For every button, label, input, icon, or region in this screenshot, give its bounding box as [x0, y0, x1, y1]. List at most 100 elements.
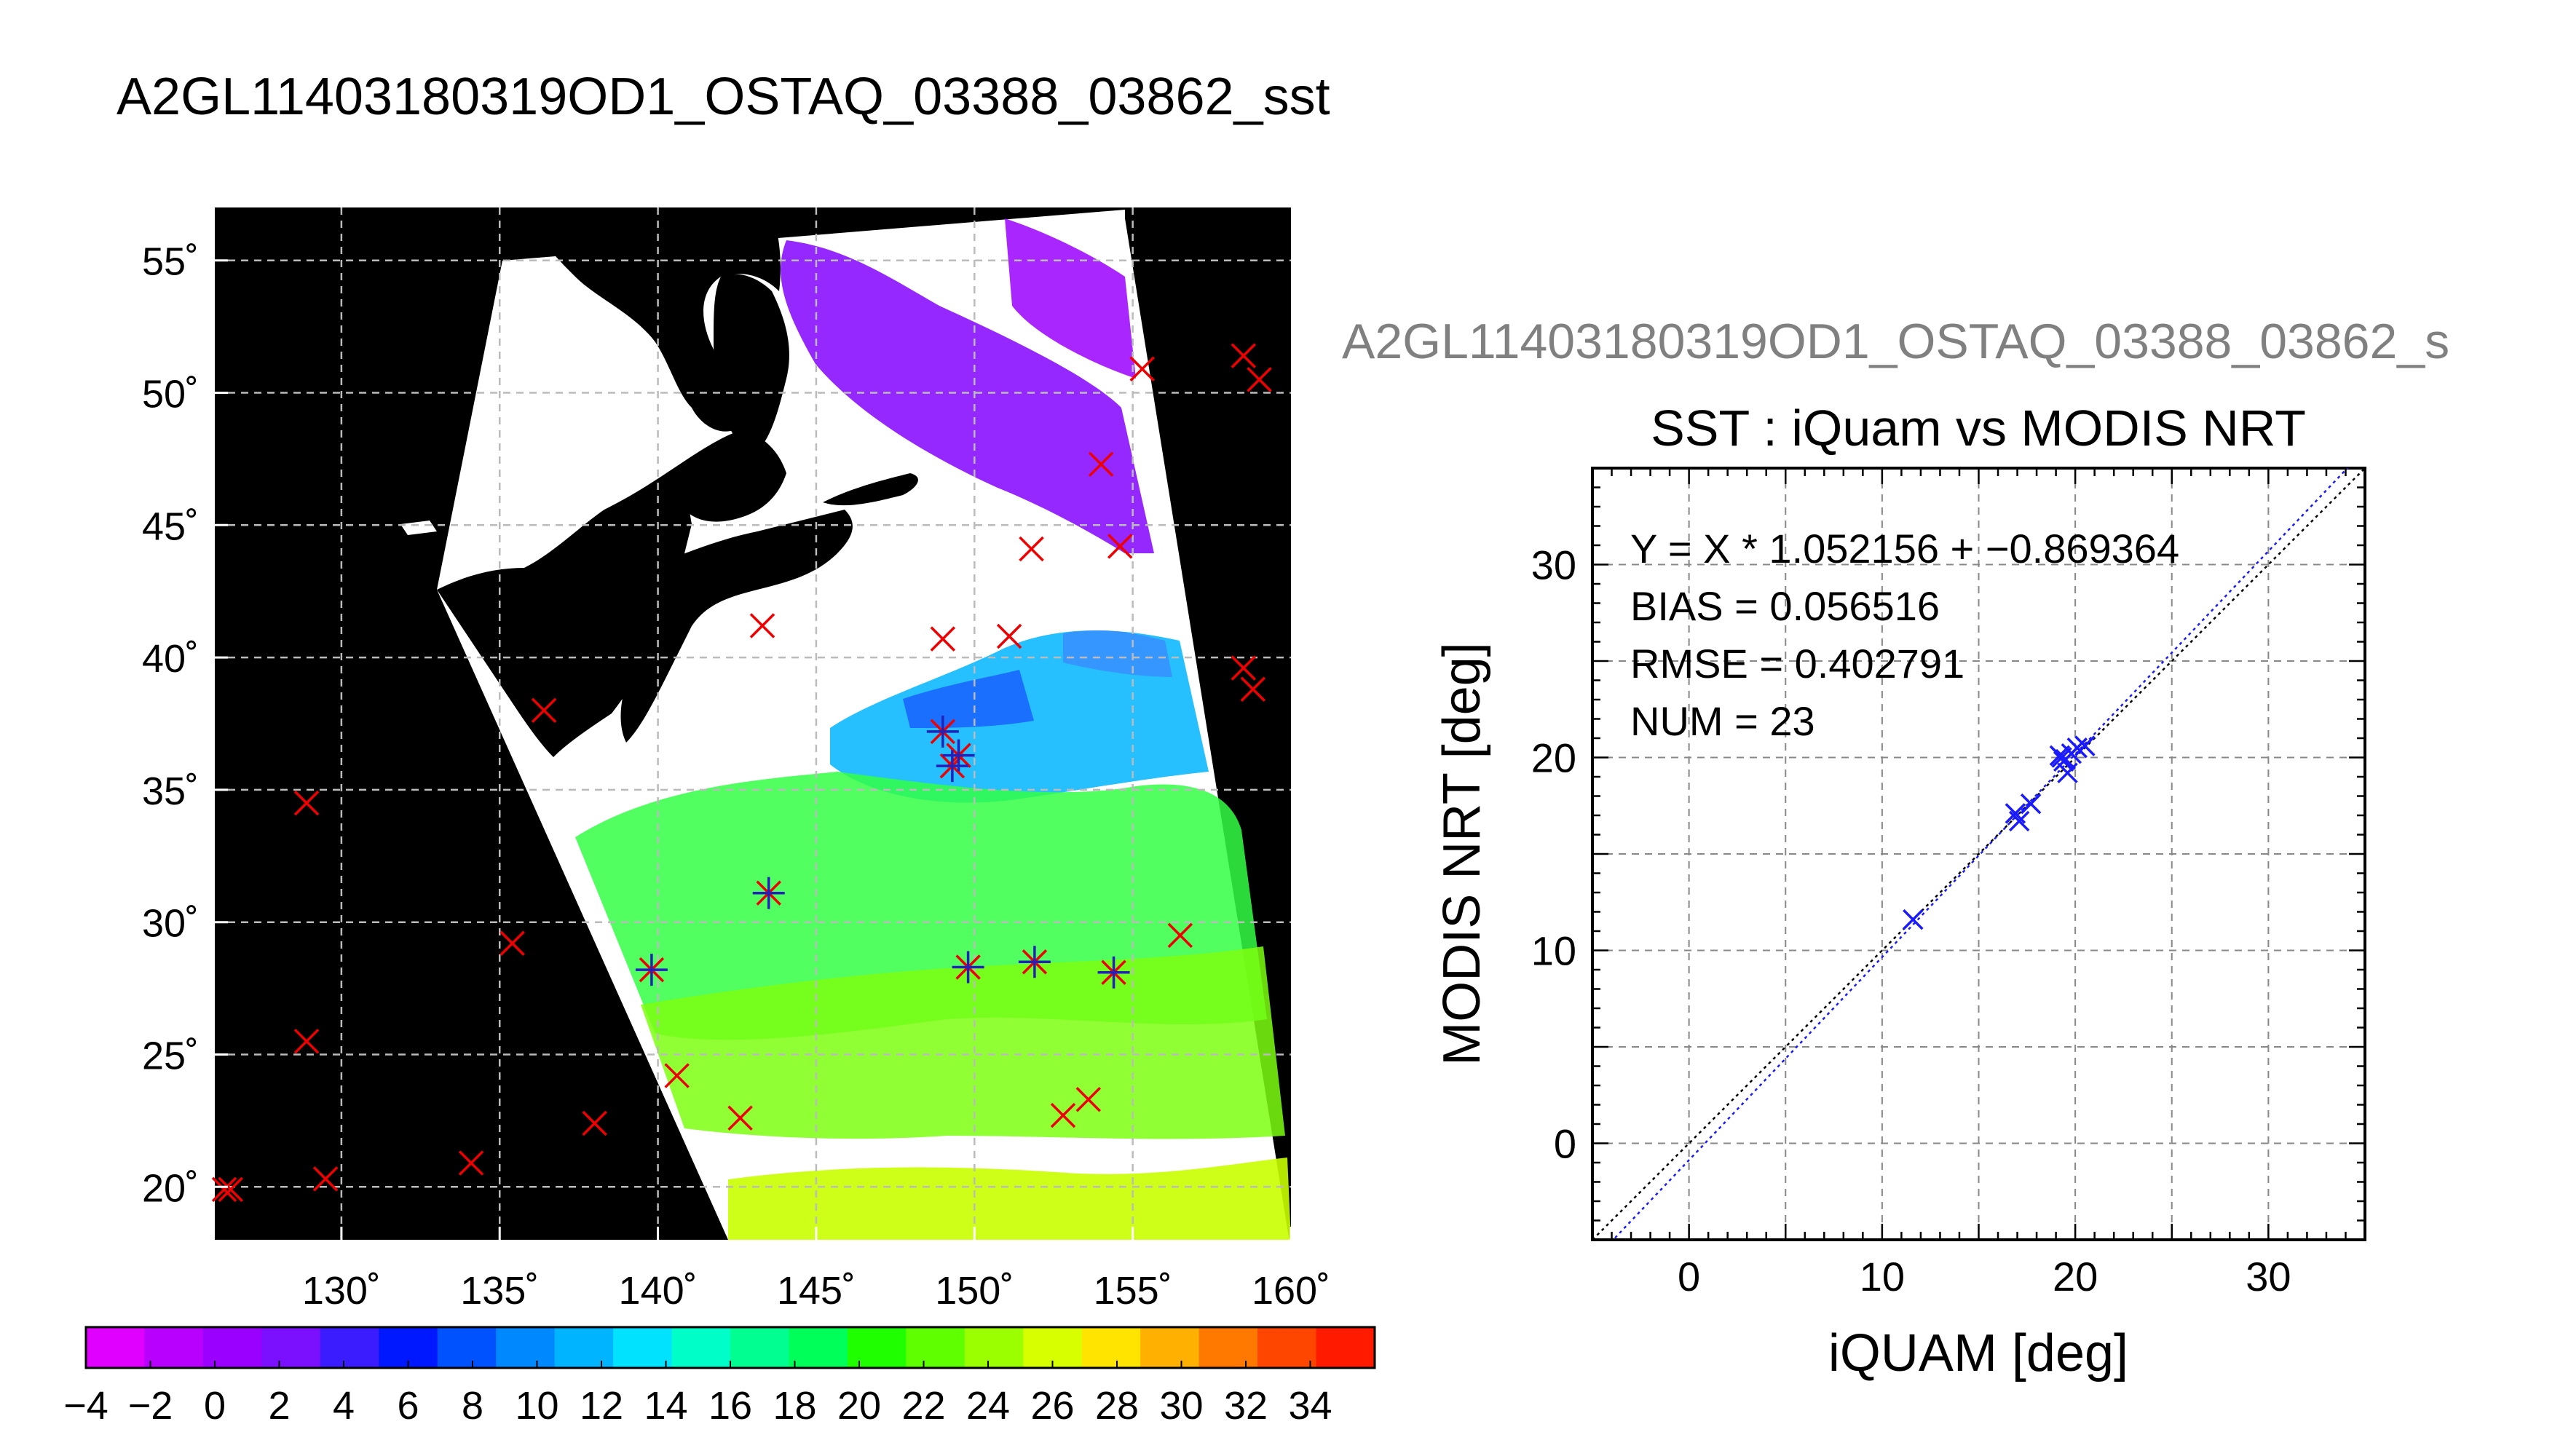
colorbar-tick-label: 14	[644, 1384, 687, 1428]
colorbar-swatch	[554, 1327, 614, 1368]
map-marker-x	[930, 626, 956, 652]
map-marker-x	[1019, 536, 1044, 562]
map-marker-plus	[926, 715, 959, 748]
land-coast-fleck	[400, 521, 437, 535]
map-marker-plus	[1018, 946, 1051, 978]
scatter-point-stroke-b	[1903, 909, 1924, 930]
colorbar-swatch	[86, 1327, 145, 1368]
sst-band-yellow	[728, 1158, 1291, 1240]
island-kuril	[823, 473, 918, 506]
map-marker-x	[1167, 922, 1193, 949]
scatter-xlabel: iQUAM [deg]	[1828, 1324, 2128, 1382]
scatter-point-stroke-b	[2020, 793, 2042, 815]
map-marker-x-stroke-b	[312, 1166, 339, 1192]
map-marker-x-stroke-b	[1247, 367, 1272, 392]
colorbar-tick-label: −2	[128, 1384, 173, 1428]
colorbar-swatch	[1081, 1327, 1141, 1368]
map-marker-x-stroke-b	[1167, 922, 1193, 949]
map-marker-x	[293, 790, 320, 816]
sst-band-lightblue	[1063, 630, 1172, 677]
colorbar-swatch	[847, 1327, 907, 1368]
colorbar-swatch	[789, 1327, 848, 1368]
map-marker-x-stroke-b	[1050, 1102, 1076, 1128]
scatter-tick-label-y: 20	[1531, 735, 1576, 781]
map-marker-x	[996, 623, 1022, 649]
map-marker-x-stroke-b	[664, 1063, 690, 1088]
colorbar-tick-label: 34	[1288, 1384, 1332, 1428]
colorbar-swatch	[261, 1327, 321, 1368]
map-marker-x	[1240, 676, 1266, 702]
scatter-point	[1903, 909, 1924, 930]
scatter-tick-label-x: 30	[2246, 1254, 2291, 1299]
map-marker-x-stroke-b	[1231, 343, 1257, 368]
colorbar-tick-label: 10	[515, 1384, 558, 1428]
map-marker-x	[211, 1176, 237, 1203]
colorbar-tick-label: 24	[966, 1384, 1010, 1428]
scatter-tick-label-y: 10	[1531, 928, 1576, 974]
scatter-points	[1903, 735, 2096, 930]
scatter-panel: 0 10 20 30 0 10 20 30 Y = X * 1.052156 + −0.869…	[1531, 467, 2366, 1299]
sst-band-lime	[641, 946, 1285, 1139]
map-tick-label-y: 30˚	[142, 902, 199, 946]
colorbar-tick-label: 22	[901, 1384, 945, 1428]
map-marker-x-stroke-b	[1231, 655, 1257, 681]
colorbar-swatch	[1316, 1327, 1375, 1368]
map-marker-x	[458, 1150, 484, 1176]
scatter-lines	[1592, 468, 2365, 1240]
colorbar-tick-label: 12	[580, 1384, 623, 1428]
colorbar-tick-label: 28	[1095, 1384, 1139, 1428]
scatter-tick-label-y: 0	[1554, 1121, 1576, 1167]
colorbar-tick-label: 30	[1159, 1384, 1203, 1428]
map-marker-x-stroke-b	[531, 697, 557, 724]
map-tick-label-x: 145˚	[777, 1269, 856, 1313]
main-title: A2GL11403180319OD1_OSTAQ_03388_03862_sst	[117, 68, 1330, 126]
map-marker-plus	[1097, 956, 1130, 989]
map-panel: 130˚ 135˚ 140˚ 145˚ 150˚ 155˚ 160˚ 20˚ 25˚ 30˚ 35˚…	[142, 207, 1330, 1313]
map-marker-x-stroke-b	[1075, 1087, 1102, 1112]
colorbar-swatch	[613, 1327, 673, 1368]
map-tick-label-x: 135˚	[460, 1269, 539, 1313]
map-marker-x-stroke-b	[582, 1110, 607, 1136]
map-marker-x-stroke-b	[996, 623, 1022, 649]
colorbar-tick-label: 16	[708, 1384, 752, 1428]
map-tick-label-y: 50˚	[142, 373, 199, 416]
map-marker-x	[1129, 356, 1155, 382]
map-marker-x-stroke-b	[1107, 534, 1133, 559]
colorbar-tick-label: −4	[63, 1384, 108, 1428]
scatter-annotation: RMSE = 0.402791	[1630, 641, 1964, 687]
map-marker-x-stroke-b	[293, 790, 320, 816]
scatter-point	[2020, 793, 2042, 815]
colorbar-swatch	[730, 1327, 789, 1368]
scatter-tick-label-y: 30	[1531, 542, 1576, 588]
map-marker-x	[293, 1029, 320, 1054]
scatter-axes: 0 10 20 30 0 10 20 30	[1531, 467, 2366, 1299]
map-marker-x-stroke-b	[499, 930, 525, 957]
map-marker-x	[312, 1166, 339, 1192]
colorbar-tick-label: 32	[1224, 1384, 1268, 1428]
map-tick-label-y: 35˚	[142, 769, 199, 813]
colorbar-swatch	[1140, 1327, 1200, 1368]
scatter-annotation: NUM = 23	[1630, 698, 1815, 744]
map-marker-x-stroke-b	[930, 626, 956, 652]
colorbar-swatch	[964, 1327, 1024, 1368]
map-tick-label-x: 155˚	[1094, 1269, 1172, 1313]
colorbar-swatch	[144, 1327, 204, 1368]
colorbar-swatch	[1257, 1327, 1317, 1368]
colorbar-tick-label: 8	[462, 1384, 483, 1428]
scatter-tick-label-x: 10	[1860, 1254, 1905, 1299]
map-marker-x-stroke-b	[293, 1029, 320, 1054]
scatter-title: SST : iQuam vs MODIS NRT	[1651, 400, 2306, 456]
scatter-point-stroke-b	[2074, 735, 2096, 756]
scatter-point-stroke-b	[2005, 803, 2026, 824]
colorbar-swatch	[496, 1327, 556, 1368]
map-image	[400, 210, 1291, 1240]
scatter-point	[2008, 810, 2030, 832]
scatter-tick-label-x: 20	[2053, 1254, 2098, 1299]
map-markers	[211, 343, 1272, 1203]
map-tick-label-y: 40˚	[142, 637, 199, 681]
scatter-point	[2051, 747, 2072, 768]
map-tick-label-y: 25˚	[142, 1034, 199, 1077]
scatter-header: A2GL11403180319OD1_OSTAQ_03388_03862_s	[1342, 314, 2449, 369]
sst-band-blue	[903, 670, 1034, 728]
